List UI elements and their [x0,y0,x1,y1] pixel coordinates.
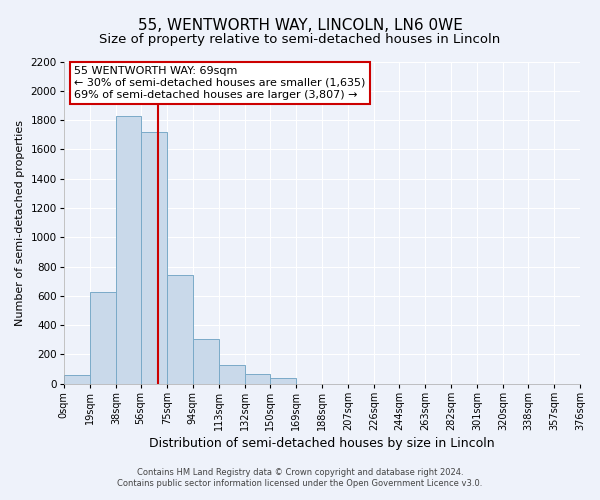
Bar [219,364,245,384]
Bar [193,339,219,384]
Bar [167,276,193,384]
Text: 55, WENTWORTH WAY, LINCOLN, LN6 0WE: 55, WENTWORTH WAY, LINCOLN, LN6 0WE [137,18,463,32]
Bar [140,132,167,384]
Bar [116,116,140,384]
Text: 55 WENTWORTH WAY: 69sqm
← 30% of semi-detached houses are smaller (1,635)
69% of: 55 WENTWORTH WAY: 69sqm ← 30% of semi-de… [74,66,365,100]
Text: Contains HM Land Registry data © Crown copyright and database right 2024.
Contai: Contains HM Land Registry data © Crown c… [118,468,482,487]
Text: Size of property relative to semi-detached houses in Lincoln: Size of property relative to semi-detach… [100,32,500,46]
Bar [245,374,270,384]
Bar [90,292,116,384]
Bar [64,375,90,384]
Bar [270,378,296,384]
Y-axis label: Number of semi-detached properties: Number of semi-detached properties [15,120,25,326]
X-axis label: Distribution of semi-detached houses by size in Lincoln: Distribution of semi-detached houses by … [149,437,494,450]
